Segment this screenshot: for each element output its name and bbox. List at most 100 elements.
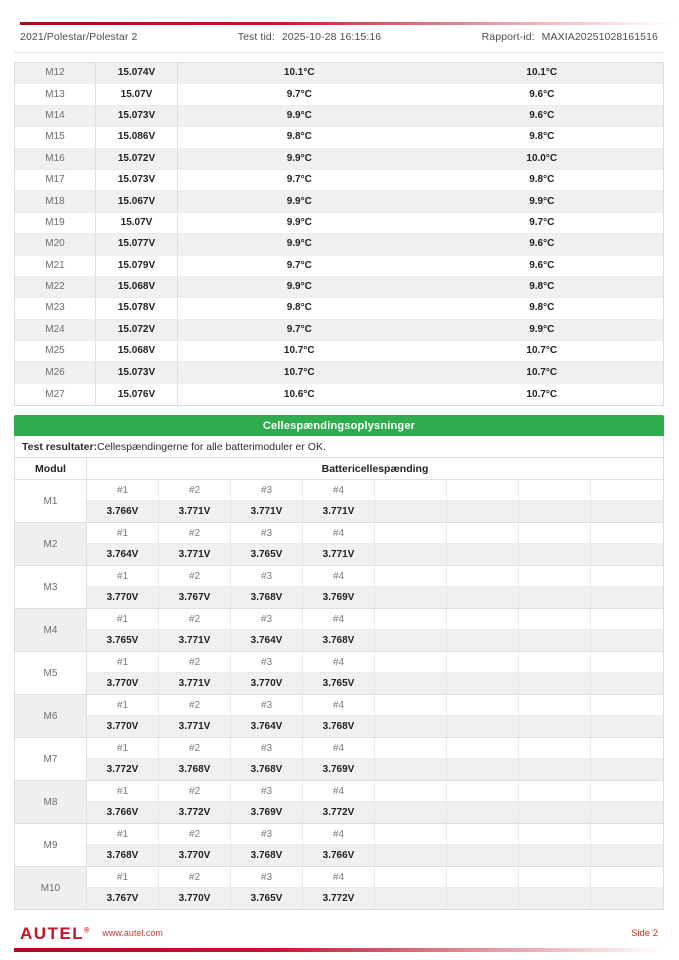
module-label: M22 bbox=[15, 276, 96, 298]
module-temp-2: 9.9°C bbox=[529, 323, 555, 335]
empty-cell bbox=[375, 695, 447, 717]
empty-cell bbox=[375, 566, 447, 588]
module-voltage: 15.068V bbox=[96, 341, 178, 362]
module-block: M7 #1 #2 #3 #4 3.772V 3.768V 3.768V 3.76… bbox=[15, 737, 663, 781]
empty-cell bbox=[375, 759, 447, 781]
module-temp-2: 9.7°C bbox=[529, 216, 555, 228]
module-voltage: 15.07V bbox=[96, 212, 178, 234]
cell-voltage: 3.764V bbox=[231, 716, 303, 738]
module-block: M4 #1 #2 #3 #4 3.765V 3.771V 3.764V 3.76… bbox=[15, 608, 663, 652]
module-label: M25 bbox=[15, 341, 96, 362]
cell-table-header: Modul Battericellespænding bbox=[15, 458, 663, 480]
empty-cell bbox=[519, 759, 591, 781]
header-accent-bar bbox=[20, 22, 679, 25]
module-temp-1: 9.7°C bbox=[286, 88, 312, 100]
empty-cell bbox=[447, 544, 519, 566]
empty-cell bbox=[591, 587, 663, 609]
empty-cell bbox=[375, 609, 447, 631]
cell-number: #1 bbox=[87, 824, 159, 846]
website-link[interactable]: www.autel.com bbox=[102, 928, 163, 938]
module-temp-2: 10.0°C bbox=[526, 152, 558, 164]
empty-cell bbox=[519, 544, 591, 566]
empty-cell bbox=[519, 523, 591, 545]
cell-number: #4 bbox=[303, 609, 375, 631]
module-temp-1: 9.8°C bbox=[286, 131, 312, 143]
report-id-label: Rapport-id: bbox=[481, 31, 535, 43]
module-block: M6 #1 #2 #3 #4 3.770V 3.771V 3.764V 3.76… bbox=[15, 694, 663, 738]
cell-voltage: 3.765V bbox=[303, 673, 375, 695]
module-label: M14 bbox=[15, 105, 96, 127]
module-temp-2: 9.6°C bbox=[529, 109, 555, 121]
test-time-label: Test tid: bbox=[237, 31, 275, 43]
empty-cell bbox=[519, 824, 591, 846]
cell-number: #2 bbox=[159, 781, 231, 803]
report-body: M12 15.074V 10.1°C 10.1°C M13 15.07V 9.7… bbox=[14, 62, 664, 911]
module-label: M6 bbox=[15, 695, 87, 738]
module-voltage: 15.072V bbox=[96, 148, 178, 169]
module-row: M13 15.07V 9.7°C 9.6°C bbox=[15, 84, 663, 106]
cell-number: #4 bbox=[303, 523, 375, 545]
report-header: 2021/Polestar/Polestar 2 Test tid: 2025-1… bbox=[20, 31, 658, 43]
empty-cell bbox=[447, 802, 519, 824]
module-label: M2 bbox=[15, 523, 87, 566]
empty-cell bbox=[519, 587, 591, 609]
module-row: M24 15.072V 9.7°C 9.9°C bbox=[15, 319, 663, 342]
module-label: M20 bbox=[15, 234, 96, 255]
cell-number: #1 bbox=[87, 523, 159, 545]
cell-voltage: 3.769V bbox=[303, 759, 375, 781]
module-row: M15 15.086V 9.8°C 9.8°C bbox=[15, 127, 663, 149]
cell-voltage: 3.770V bbox=[87, 716, 159, 738]
empty-cell bbox=[591, 652, 663, 674]
module-label: M17 bbox=[15, 169, 96, 191]
module-temp-1: 9.9°C bbox=[286, 281, 312, 293]
cell-voltage: 3.771V bbox=[231, 501, 303, 523]
cell-number: #3 bbox=[231, 480, 303, 502]
empty-cell bbox=[447, 738, 519, 760]
cell-voltage: 3.768V bbox=[303, 630, 375, 652]
cell-voltage: 3.771V bbox=[159, 544, 231, 566]
empty-cell bbox=[375, 587, 447, 609]
cell-voltage: 3.768V bbox=[87, 845, 159, 867]
cell-number: #4 bbox=[303, 738, 375, 760]
module-temp-1: 10.1°C bbox=[283, 67, 315, 79]
empty-cell bbox=[375, 544, 447, 566]
module-temp-2: 10.7°C bbox=[526, 366, 558, 378]
cell-number: #4 bbox=[303, 781, 375, 803]
module-voltage: 15.072V bbox=[96, 319, 178, 341]
vehicle-breadcrumb: 2021/Polestar/Polestar 2 bbox=[20, 31, 138, 43]
cell-voltage: 3.771V bbox=[159, 716, 231, 738]
empty-cell bbox=[591, 695, 663, 717]
module-label: M16 bbox=[15, 148, 96, 169]
empty-cell bbox=[375, 630, 447, 652]
empty-cell bbox=[447, 695, 519, 717]
module-row: M21 15.079V 9.7°C 9.6°C bbox=[15, 255, 663, 277]
module-temp-2: 10.7°C bbox=[526, 388, 558, 400]
header-divider bbox=[14, 52, 664, 53]
cell-number: #1 bbox=[87, 738, 159, 760]
empty-cell bbox=[591, 781, 663, 803]
module-block: M1 #1 #2 #3 #4 3.766V 3.771V 3.771V 3.77… bbox=[15, 479, 663, 523]
test-result-row: Test resultater: Cellespændingerne for al… bbox=[14, 436, 664, 458]
empty-cell bbox=[519, 781, 591, 803]
cell-number: #2 bbox=[159, 523, 231, 545]
module-row: M26 15.073V 10.7°C 10.7°C bbox=[15, 362, 663, 384]
cell-voltage: 3.768V bbox=[231, 845, 303, 867]
cell-voltage: 3.771V bbox=[303, 501, 375, 523]
module-label: M5 bbox=[15, 652, 87, 695]
empty-cell bbox=[591, 845, 663, 867]
cell-number: #1 bbox=[87, 609, 159, 631]
empty-cell bbox=[447, 824, 519, 846]
empty-cell bbox=[519, 673, 591, 695]
empty-cell bbox=[375, 867, 447, 889]
module-row: M23 15.078V 9.8°C 9.8°C bbox=[15, 298, 663, 320]
empty-cell bbox=[447, 630, 519, 652]
cell-voltage: 3.770V bbox=[87, 673, 159, 695]
module-block: M5 #1 #2 #3 #4 3.770V 3.771V 3.770V 3.76… bbox=[15, 651, 663, 695]
module-temp-1: 10.7°C bbox=[283, 345, 315, 357]
empty-cell bbox=[519, 480, 591, 502]
empty-cell bbox=[591, 544, 663, 566]
cell-number: #2 bbox=[159, 480, 231, 502]
cell-voltage: 3.770V bbox=[87, 587, 159, 609]
module-temp-1: 9.9°C bbox=[286, 152, 312, 164]
cell-number: #3 bbox=[231, 695, 303, 717]
